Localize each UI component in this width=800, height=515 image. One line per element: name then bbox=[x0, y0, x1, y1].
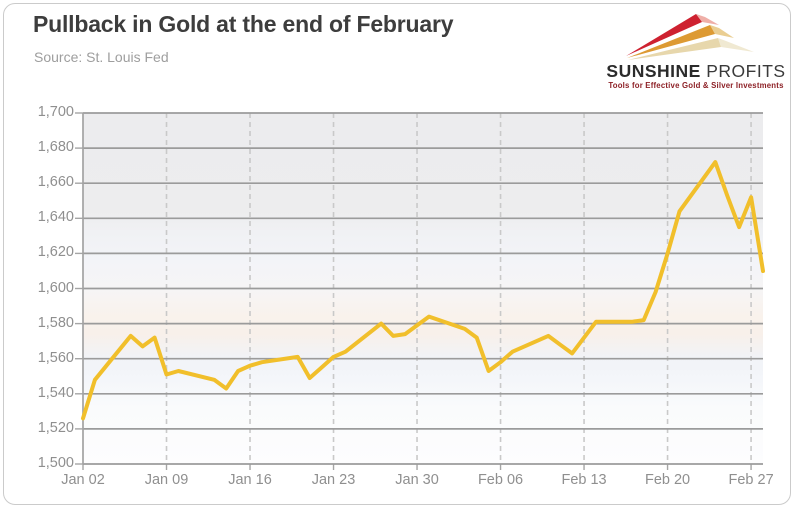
plot-area bbox=[83, 113, 763, 464]
y-tick-label: 1,580 bbox=[37, 314, 74, 331]
y-tick-label: 1,520 bbox=[37, 419, 74, 436]
page-title: Pullback in Gold at the end of February bbox=[33, 11, 454, 37]
x-tick-label: Jan 30 bbox=[395, 472, 439, 488]
x-tick-label: Feb 20 bbox=[644, 472, 691, 488]
x-tick-label: Jan 09 bbox=[144, 472, 189, 488]
logo-wordmark: SUNSHINE PROFITS bbox=[600, 62, 792, 80]
logo-arrows-icon bbox=[626, 14, 754, 60]
y-tick-label: 1,500 bbox=[37, 455, 74, 471]
sunshine-profits-logo: SUNSHINE PROFITS Tools for Effective Gol… bbox=[600, 8, 792, 92]
y-tick-label: 1,640 bbox=[37, 209, 74, 226]
logo-wordmark-sunshine: SUNSHINE bbox=[606, 61, 701, 81]
y-tick-label: 1,560 bbox=[37, 349, 74, 366]
y-tick-label: 1,680 bbox=[37, 139, 74, 156]
source-label: Source: St. Louis Fed bbox=[34, 49, 169, 65]
x-tick-label: Jan 02 bbox=[61, 472, 105, 488]
x-tick-label: Feb 13 bbox=[561, 472, 607, 488]
y-tick-label: 1,540 bbox=[37, 384, 74, 401]
x-tick-label: Jan 16 bbox=[228, 472, 272, 488]
x-tick-label: Feb 27 bbox=[728, 472, 774, 488]
y-tick-label: 1,620 bbox=[37, 244, 74, 261]
x-tick-label: Jan 23 bbox=[311, 472, 356, 488]
y-tick-label: 1,660 bbox=[37, 174, 74, 191]
logo-wordmark-profits: PROFITS bbox=[700, 61, 786, 81]
x-tick-label: Feb 06 bbox=[477, 472, 524, 488]
y-tick-label: 1,700 bbox=[37, 104, 74, 120]
logo-tagline: Tools for Effective Gold & Silver Invest… bbox=[608, 81, 784, 91]
y-tick-label: 1,600 bbox=[37, 279, 74, 296]
